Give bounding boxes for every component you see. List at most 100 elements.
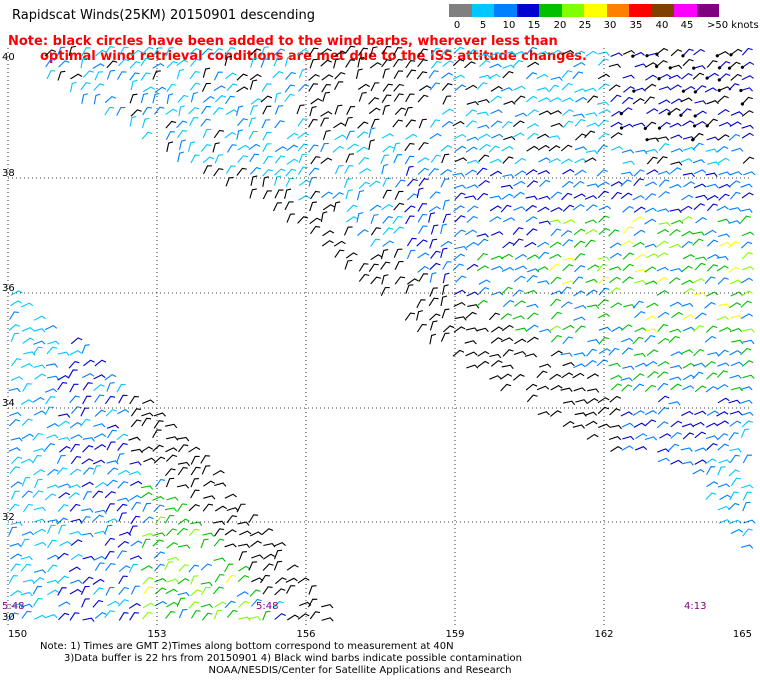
scale-swatch [584, 4, 607, 17]
wind-barb [345, 252, 358, 259]
wind-barb [452, 172, 465, 178]
wind-barb [740, 544, 754, 549]
wind-barb [249, 188, 257, 199]
wind-barb [200, 563, 213, 571]
wind-barb [741, 47, 753, 56]
longitude-label: 153 [147, 629, 166, 640]
wind-barb [598, 227, 611, 235]
wind-barb [430, 119, 440, 128]
wind-barb [116, 550, 127, 559]
wind-barb [416, 187, 424, 199]
wind-barb [224, 47, 236, 56]
wind-barb [692, 159, 705, 164]
wind-barb [728, 83, 740, 91]
wind-barb [633, 422, 646, 428]
wind-barb [609, 242, 622, 249]
wind-barb [47, 554, 60, 560]
wind-barb [610, 94, 622, 103]
wind-barb [165, 610, 176, 620]
wind-barb [406, 237, 417, 247]
wind-barb [8, 612, 19, 621]
wind-barb [621, 384, 633, 392]
wind-barb [106, 460, 119, 465]
wind-barb [501, 364, 514, 370]
wind-barb [176, 120, 188, 129]
wind-barb [153, 504, 165, 513]
wind-barb [20, 363, 34, 369]
wind-barb [297, 143, 309, 152]
wind-barb [537, 144, 550, 151]
wind-barb [57, 504, 69, 512]
wind-barb [176, 597, 186, 607]
wind-barb [586, 183, 599, 188]
wind-barb [142, 86, 156, 92]
wind-barb [741, 110, 754, 117]
wind-barb [22, 503, 33, 513]
wind-barb [585, 112, 598, 117]
wind-barb [694, 100, 707, 105]
footer-line-2: 3)Data buffer is 22 hrs from 20150901 4)… [64, 653, 522, 664]
wind-barb [56, 455, 66, 465]
wind-barb [32, 490, 44, 498]
wind-barb [537, 411, 550, 416]
wind-barb [620, 324, 633, 332]
wind-barb [382, 145, 394, 153]
wind-barb [92, 459, 106, 465]
wind-barb [80, 585, 90, 595]
wind-barb [272, 71, 284, 79]
wind-barb [742, 501, 751, 512]
wind-barb [706, 481, 719, 488]
wind-barb [740, 61, 755, 69]
wind-barb [644, 181, 658, 187]
wind-barb [740, 215, 751, 224]
wind-barb [514, 170, 527, 177]
wind-barb [524, 353, 538, 358]
wind-barb [178, 564, 190, 572]
wind-barb [657, 448, 670, 453]
wind-barb [142, 576, 154, 585]
wind-barb [719, 326, 732, 332]
wind-barb [562, 204, 575, 212]
longitude-label: 162 [594, 629, 613, 640]
wind-barb [729, 327, 743, 333]
wind-barb [334, 165, 344, 175]
wind-barb [453, 326, 466, 333]
wind-barb [622, 435, 635, 441]
wind-barb [393, 83, 404, 92]
wind-barb [741, 484, 754, 489]
wind-barb [142, 106, 152, 116]
wind-barb [58, 612, 70, 621]
wind-barb [560, 144, 573, 152]
wind-barb [619, 107, 633, 116]
wind-barb [429, 82, 441, 91]
wind-barb [140, 446, 153, 453]
wind-barb [645, 148, 659, 154]
wind-barb [573, 387, 586, 392]
wind-barb [320, 117, 329, 127]
wind-barb [681, 410, 694, 417]
wind-barb [668, 335, 680, 344]
wind-barb [404, 205, 416, 213]
wind-barb [93, 93, 101, 105]
wind-barb [502, 70, 514, 79]
map-title: Rapidscat Winds(25KM) 20150901 descendin… [12, 8, 316, 23]
wind-barb [273, 202, 282, 212]
wind-barb [356, 212, 364, 223]
wind-barb [297, 613, 310, 620]
wind-barb [622, 160, 635, 166]
wind-barb [717, 397, 730, 404]
wind-barb [681, 423, 695, 428]
wind-barb [118, 587, 129, 595]
wind-barb [380, 154, 389, 164]
wind-barb [692, 421, 705, 427]
wind-barb [728, 207, 742, 212]
wind-barb [368, 263, 379, 273]
wind-barb [623, 86, 635, 93]
wind-barb [406, 278, 419, 285]
wind-speed-scale: 0 5 10 15 20 25 30 35 40 45 >50 knots [449, 4, 759, 34]
wind-barb [381, 45, 392, 55]
wind-barb [562, 400, 576, 406]
wind-barb [500, 184, 514, 190]
wind-barb [347, 143, 359, 150]
